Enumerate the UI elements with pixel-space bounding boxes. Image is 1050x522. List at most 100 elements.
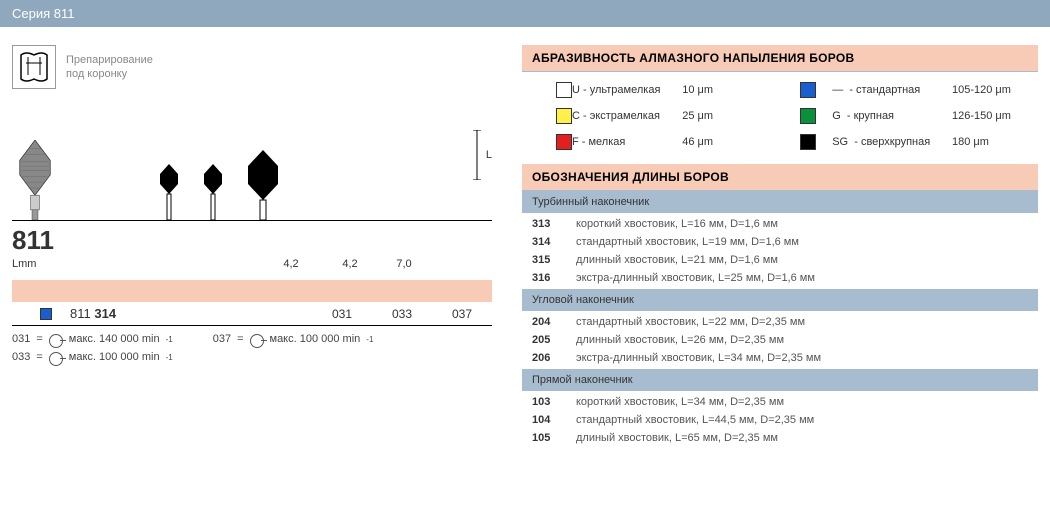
lmm-label: Lmm [12,258,256,270]
series-header: Серия 811 [0,0,1050,27]
code-series: 811 [70,306,91,321]
series-number-big: 811 [12,225,492,256]
grit-swatch [556,108,572,124]
speed-text: макс. 140 000 min [69,333,160,345]
length-code: 316 [532,272,576,284]
length-code: 105 [532,432,576,444]
length-code: 104 [532,414,576,426]
grit-label: — - стандартная [828,84,952,96]
lmm-row: Lmm 4,2 4,2 7,0 [12,258,492,270]
length-row: 204стандартный хвостовик, L=22 мм, D=2,3… [522,313,1038,331]
speed-row-037: 037 = макс. 100 000 min-1 [213,332,374,346]
length-group-header: Турбинный наконечник [522,191,1038,213]
length-title: ОБОЗНАЧЕНИЯ ДЛИНЫ БОРОВ [522,164,1038,191]
bur-illustration-row: L [12,101,492,221]
sup-minus1: -1 [166,353,173,362]
length-row: 316экстра-длинный хвостовик, L=25 мм, D=… [522,269,1038,287]
left-column: Препарирование под коронку [12,45,492,449]
length-code: 205 [532,334,576,346]
speed-code: 033 [12,351,30,363]
speed-text: макс. 100 000 min [69,351,160,363]
grit-legend-table: U - ультрамелкая10 μm — - стандартная105-… [522,72,1038,164]
peach-strip [12,280,492,302]
length-row: 315длинный хвостовик, L=21 мм, D=1,6 мм [522,251,1038,269]
grit-label: SG - сверхкрупная [828,136,952,148]
size-3: 7,0 [374,258,434,270]
speed-text: макс. 100 000 min [270,333,361,345]
size-1: 4,2 [256,258,326,270]
length-group-header: Угловой наконечник [522,289,1038,311]
bur-main-shape [12,140,58,220]
grit-label: U - ультрамелкая [572,84,682,96]
rotation-icon [250,334,264,348]
l-dimension-label: L [470,130,492,180]
main-layout: Препарирование под коронку [0,27,1050,449]
speed-rows: 031 = макс. 140 000 min-1 033 = макс. 10… [12,332,492,368]
length-desc: длинный хвостовик, L=26 мм, D=2,35 мм [576,334,784,346]
length-desc: длиный хвостовик, L=65 мм, D=2,35 мм [576,432,778,444]
grit-size: 10 μm [682,84,772,96]
length-row: 105длиный хвостовик, L=65 мм, D=2,35 мм [522,429,1038,447]
length-code: 103 [532,396,576,408]
rotation-icon [49,352,63,366]
grit-color-swatch [40,308,52,320]
grit-label: G - крупная [828,110,952,122]
length-code: 313 [532,218,576,230]
grit-swatch [556,134,572,150]
length-code: 315 [532,254,576,266]
small-burs-group: L [158,150,280,220]
small-bur-1 [158,164,180,220]
grit-label: C - экстрамелкая [572,110,682,122]
length-desc: длинный хвостовик, L=21 мм, D=1,6 мм [576,254,778,266]
prep-line1: Препарирование [66,53,153,67]
speed-code: 037 [213,333,231,345]
length-desc: короткий хвостовик, L=16 мм, D=1,6 мм [576,218,778,230]
product-code-row: 811 314 031 033 037 [12,302,492,326]
grit-label: F - мелкая [572,136,682,148]
length-row: 103короткий хвостовик, L=34 мм, D=2,35 м… [522,393,1038,411]
sup-minus1: -1 [366,335,373,344]
preparation-label: Препарирование под коронку [66,53,153,82]
grit-size: 180 μm [952,136,1032,148]
length-desc: экстра-длинный хвостовик, L=25 мм, D=1,6… [576,272,815,284]
sup-minus1: -1 [166,335,173,344]
grit-swatch [800,134,816,150]
length-desc: стандартный хвостовик, L=44,5 мм, D=2,35… [576,414,814,426]
length-desc: экстра-длинный хвостовик, L=34 мм, D=2,3… [576,352,821,364]
speed-row-031: 031 = макс. 140 000 min-1 [12,332,173,346]
length-code: 204 [532,316,576,328]
grit-size: 105-120 μm [952,84,1032,96]
length-row: 314стандартный хвостовик, L=19 мм, D=1,6… [522,233,1038,251]
bur-svg [12,140,58,220]
speed-row-033: 033 = макс. 100 000 min-1 [12,350,173,364]
length-row: 104стандартный хвостовик, L=44,5 мм, D=2… [522,411,1038,429]
length-desc: стандартный хвостовик, L=19 мм, D=1,6 мм [576,236,799,248]
grit-swatch [800,82,816,98]
product-code: 811 314 [70,306,116,321]
code-size-3: 037 [432,307,492,321]
length-groups: Турбинный наконечник313короткий хвостови… [522,191,1038,449]
length-desc: стандартный хвостовик, L=22 мм, D=2,35 м… [576,316,805,328]
grit-swatch [800,108,816,124]
length-row: 205длинный хвостовик, L=26 мм, D=2,35 мм [522,331,1038,349]
length-row: 206экстра-длинный хвостовик, L=34 мм, D=… [522,349,1038,367]
grit-swatch [556,82,572,98]
grit-size: 25 μm [682,110,772,122]
grit-size: 126-150 μm [952,110,1032,122]
length-group-header: Прямой наконечник [522,369,1038,391]
l-letter: L [486,149,492,161]
rotation-icon [49,334,63,348]
code-size-1: 031 [312,307,372,321]
right-column: АБРАЗИВНОСТЬ АЛМАЗНОГО НАПЫЛЕНИЯ БОРОВ U… [522,45,1038,449]
length-code: 314 [532,236,576,248]
preparation-row: Препарирование под коронку [12,45,492,89]
small-bur-2 [202,164,224,220]
small-bur-3 [246,150,280,220]
length-row: 313короткий хвостовик, L=16 мм, D=1,6 мм [522,215,1038,233]
size-2: 4,2 [326,258,374,270]
length-desc: короткий хвостовик, L=34 мм, D=2,35 мм [576,396,784,408]
code-shank: 314 [94,306,116,321]
prep-line2: под коронку [66,67,153,81]
abrasiveness-title: АБРАЗИВНОСТЬ АЛМАЗНОГО НАПЫЛЕНИЯ БОРОВ [522,45,1038,72]
speed-code: 031 [12,333,30,345]
